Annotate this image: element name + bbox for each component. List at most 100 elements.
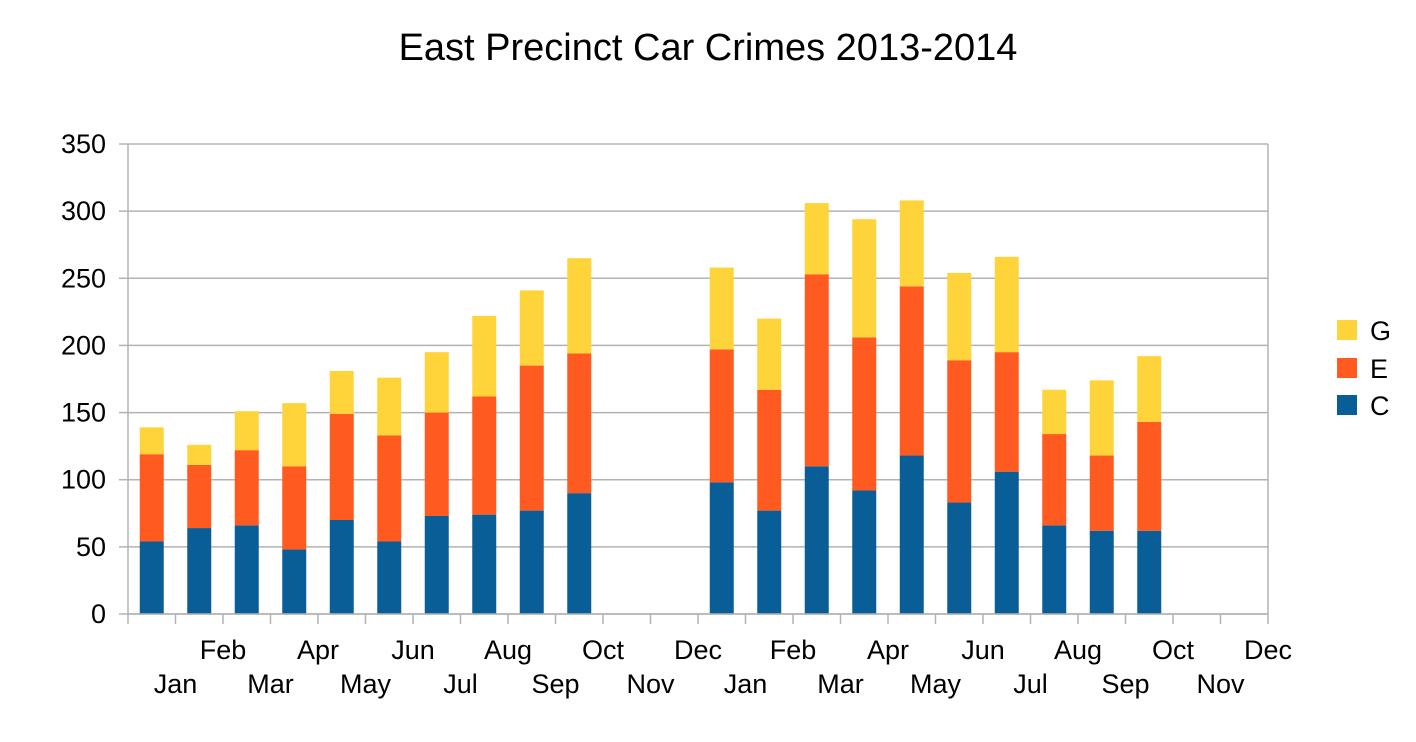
y-tick-label: 150 xyxy=(61,398,106,428)
bar-c xyxy=(519,510,544,614)
bar-c xyxy=(852,490,877,614)
x-tick-label: Nov xyxy=(626,669,675,699)
bar-c xyxy=(329,520,354,614)
y-tick-label: 300 xyxy=(61,196,106,226)
bar-c xyxy=(1137,530,1162,614)
legend-label-c: C xyxy=(1370,391,1390,421)
y-tick-label: 0 xyxy=(91,599,106,629)
bar-e xyxy=(1089,455,1114,531)
bar-e xyxy=(709,349,734,483)
bar-c xyxy=(994,471,1019,614)
bar-e xyxy=(187,464,212,529)
y-tick-label: 100 xyxy=(61,465,106,495)
bar-e xyxy=(852,337,877,491)
bar-e xyxy=(1137,421,1162,531)
bar-e xyxy=(994,352,1019,472)
x-tick-label: Aug xyxy=(484,635,532,665)
bar-g xyxy=(1137,356,1162,422)
axes xyxy=(119,143,1269,624)
bar-g xyxy=(804,203,829,275)
x-tick-label: Jun xyxy=(961,635,1005,665)
bar-g xyxy=(377,377,402,436)
chart-title: East Precinct Car Crimes 2013-2014 xyxy=(398,27,1018,69)
bar-c xyxy=(234,525,259,614)
bars xyxy=(139,200,1162,614)
x-tick-label: Sep xyxy=(531,669,579,699)
x-tick-label: Sep xyxy=(1101,669,1149,699)
bar-c xyxy=(1042,525,1067,614)
legend-swatch-g xyxy=(1337,320,1357,340)
legend: GEC xyxy=(1337,316,1391,421)
y-axis-ticks: 0 50 100 150 200 250 300 350 xyxy=(61,129,106,629)
legend-swatch-e xyxy=(1337,358,1357,378)
bar-e xyxy=(377,435,402,542)
x-axis-ticks: JanFebMarAprMayJunJulAugSepOctNovDecJanF… xyxy=(154,635,1292,699)
x-tick-label: Apr xyxy=(867,635,909,665)
x-tick-label: Oct xyxy=(582,635,625,665)
x-tick-label: Apr xyxy=(297,635,339,665)
x-tick-label: Jul xyxy=(443,669,478,699)
y-tick-label: 350 xyxy=(61,129,106,159)
bar-e xyxy=(757,389,782,511)
bar-g xyxy=(187,444,212,465)
bar-g xyxy=(519,290,544,366)
bar-c xyxy=(1089,530,1114,614)
bar-e xyxy=(234,450,259,526)
bar-c xyxy=(757,510,782,614)
y-tick-label: 200 xyxy=(61,330,106,360)
bar-e xyxy=(329,413,354,520)
bar-g xyxy=(899,200,924,287)
bar-g xyxy=(947,272,972,361)
x-tick-label: May xyxy=(340,669,392,699)
legend-label-e: E xyxy=(1370,354,1388,384)
bar-g xyxy=(709,267,734,350)
bar-g xyxy=(567,258,592,354)
x-tick-label: Dec xyxy=(1244,635,1292,665)
bar-c xyxy=(377,541,402,614)
bar-e xyxy=(139,454,164,542)
x-tick-label: Mar xyxy=(817,669,864,699)
bar-c xyxy=(282,549,307,614)
bar-c xyxy=(139,541,164,614)
bar-e xyxy=(424,412,449,516)
bar-c xyxy=(947,502,972,614)
bar-g xyxy=(1089,380,1114,456)
bar-g xyxy=(994,256,1019,353)
bar-c xyxy=(709,482,734,614)
bar-c xyxy=(567,493,592,614)
bar-c xyxy=(187,528,212,614)
bar-c xyxy=(472,514,497,614)
legend-swatch-c xyxy=(1337,395,1357,415)
bar-e xyxy=(519,365,544,511)
bar-e xyxy=(899,286,924,456)
bar-c xyxy=(899,455,924,614)
x-tick-label: Feb xyxy=(200,635,247,665)
bar-g xyxy=(424,352,449,413)
x-tick-label: Jan xyxy=(154,669,198,699)
bar-c xyxy=(424,515,449,614)
x-tick-label: Aug xyxy=(1054,635,1102,665)
x-tick-label: Mar xyxy=(247,669,294,699)
bar-e xyxy=(1042,434,1067,526)
x-tick-label: Jun xyxy=(391,635,435,665)
bar-g xyxy=(282,403,307,467)
bar-g xyxy=(139,427,164,455)
x-tick-label: Nov xyxy=(1196,669,1245,699)
x-tick-label: Oct xyxy=(1152,635,1195,665)
x-tick-label: Feb xyxy=(770,635,817,665)
bar-e xyxy=(567,353,592,494)
legend-label-g: G xyxy=(1370,316,1391,346)
bar-g xyxy=(472,315,497,397)
bar-e xyxy=(947,360,972,503)
bar-e xyxy=(804,274,829,467)
bar-e xyxy=(472,396,497,515)
bar-g xyxy=(234,411,259,451)
y-tick-label: 250 xyxy=(61,263,106,293)
y-tick-label: 50 xyxy=(76,532,106,562)
bar-g xyxy=(757,318,782,390)
bar-c xyxy=(804,466,829,614)
x-tick-label: May xyxy=(910,669,962,699)
bar-e xyxy=(282,466,307,550)
bar-g xyxy=(852,219,877,338)
